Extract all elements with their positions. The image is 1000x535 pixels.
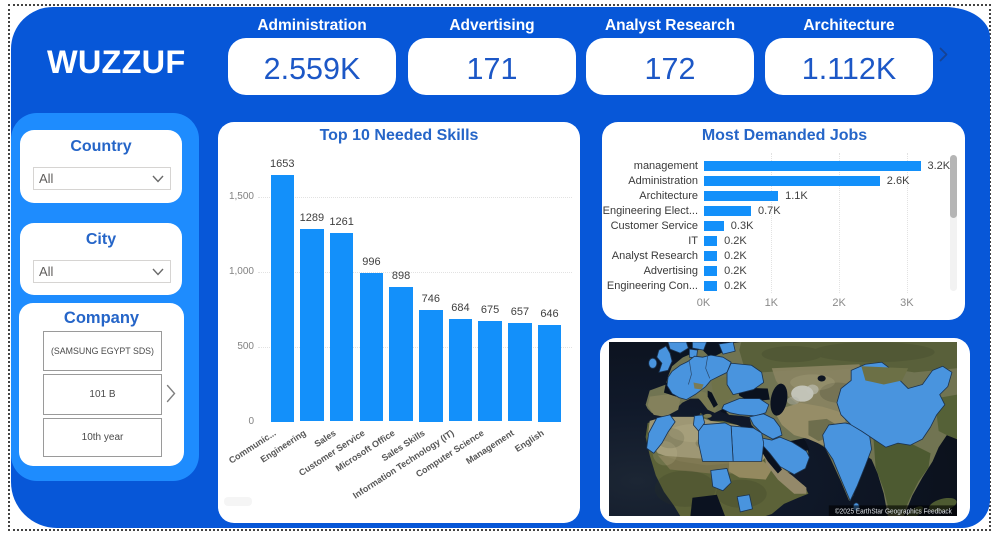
svg-text:©2025 EarthStar Geographics F: ©2025 EarthStar Geographics Feedback bbox=[835, 507, 952, 515]
